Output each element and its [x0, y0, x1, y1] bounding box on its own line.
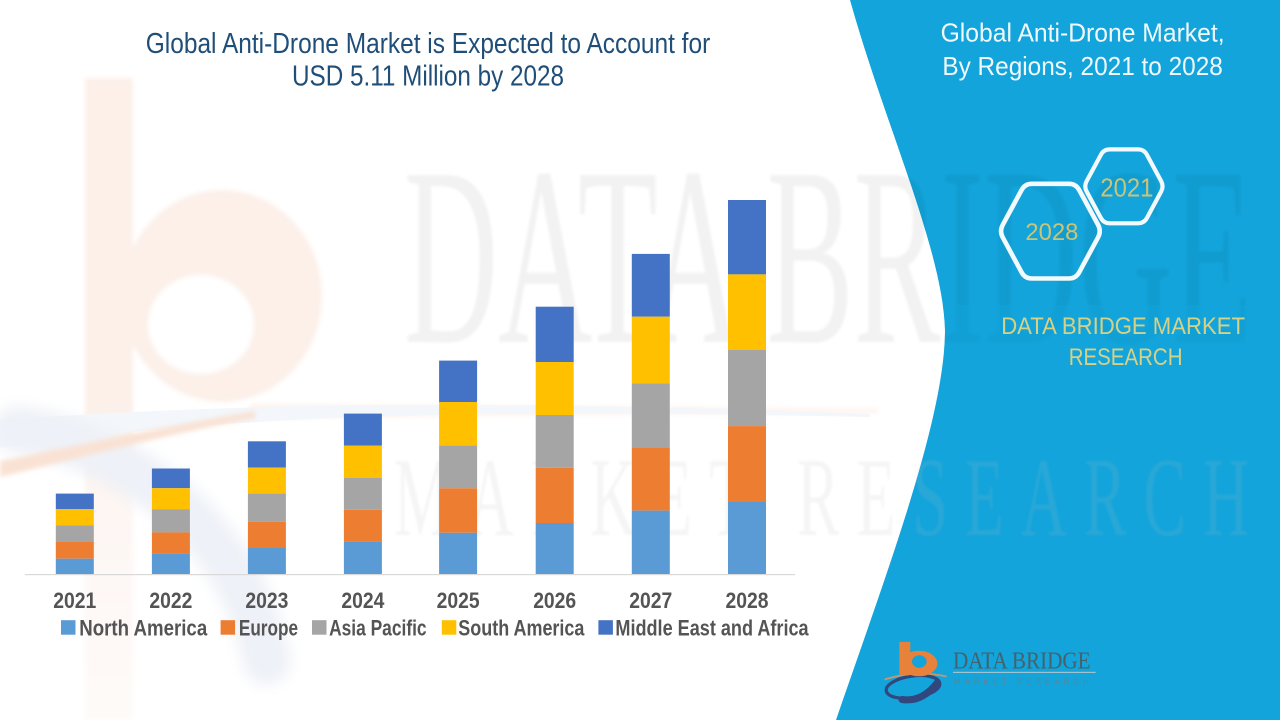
svg-text:2028: 2028	[726, 588, 769, 613]
svg-text:2026: 2026	[533, 588, 576, 613]
svg-text:2024: 2024	[341, 588, 385, 613]
svg-text:2022: 2022	[149, 588, 192, 613]
svg-text:South America: South America	[458, 616, 585, 641]
svg-text:2027: 2027	[629, 588, 672, 613]
svg-text:Global Anti-Drone Market,: Global Anti-Drone Market,	[941, 17, 1225, 47]
svg-text:2023: 2023	[245, 588, 288, 613]
svg-text:2021: 2021	[53, 588, 96, 613]
svg-text:DATA BRIDGE MARKET: DATA BRIDGE MARKET	[1001, 313, 1245, 340]
svg-text:MARKET RESEARCH: MARKET RESEARCH	[394, 436, 1266, 560]
svg-text:Asia Pacific: Asia Pacific	[329, 616, 427, 641]
svg-text:USD 5.11 Million by 2028: USD 5.11 Million by 2028	[292, 61, 564, 93]
svg-text:Middle East and Africa: Middle East and Africa	[615, 616, 809, 641]
svg-text:DATA BRIDGE: DATA BRIDGE	[953, 648, 1091, 675]
svg-text:RESEARCH: RESEARCH	[1069, 344, 1183, 371]
svg-text:2028: 2028	[1025, 219, 1078, 246]
svg-text:2021: 2021	[1100, 174, 1153, 202]
svg-text:North America: North America	[79, 616, 208, 641]
svg-text:By Regions, 2021 to 2028: By Regions, 2021 to 2028	[942, 51, 1223, 81]
svg-text:Global Anti-Drone Market is Ex: Global Anti-Drone Market is Expected to …	[146, 28, 711, 60]
svg-text:Europe: Europe	[239, 616, 298, 641]
svg-text:MARKET RESEARCH: MARKET RESEARCH	[954, 678, 1093, 687]
svg-text:2025: 2025	[437, 588, 480, 613]
